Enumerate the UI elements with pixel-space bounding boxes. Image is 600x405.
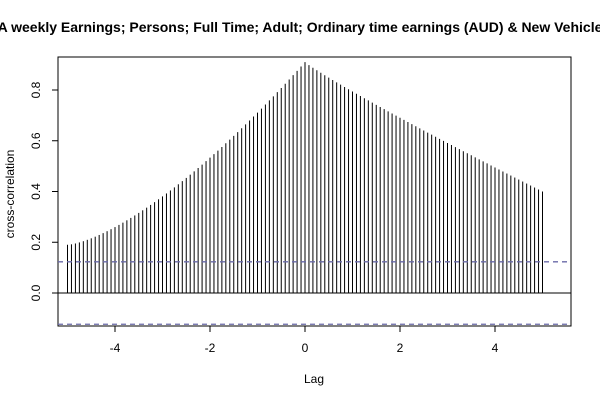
confidence-bounds — [58, 261, 571, 325]
x-tick-label: -4 — [110, 341, 121, 355]
y-axis-label: cross-correlation — [3, 150, 17, 239]
ccf-bars — [58, 62, 571, 294]
x-tick-label: 4 — [492, 341, 499, 355]
y-tick-label: 0.2 — [29, 234, 43, 251]
x-tick-label: 0 — [302, 341, 309, 355]
axes: -4 -2 0 2 4 0.0 0.2 0.4 0.6 0.8 — [29, 81, 499, 355]
y-tick-label: 0.8 — [29, 81, 43, 98]
y-tick-label: 0.4 — [29, 183, 43, 200]
y-tick-label: 0.0 — [29, 284, 43, 301]
x-tick-label: -2 — [205, 341, 216, 355]
y-tick-label: 0.6 — [29, 132, 43, 149]
x-axis-label: Lag — [304, 372, 324, 386]
chart-title: A weekly Earnings; Persons; Full Time; A… — [0, 19, 600, 35]
x-tick-label: 2 — [397, 341, 404, 355]
